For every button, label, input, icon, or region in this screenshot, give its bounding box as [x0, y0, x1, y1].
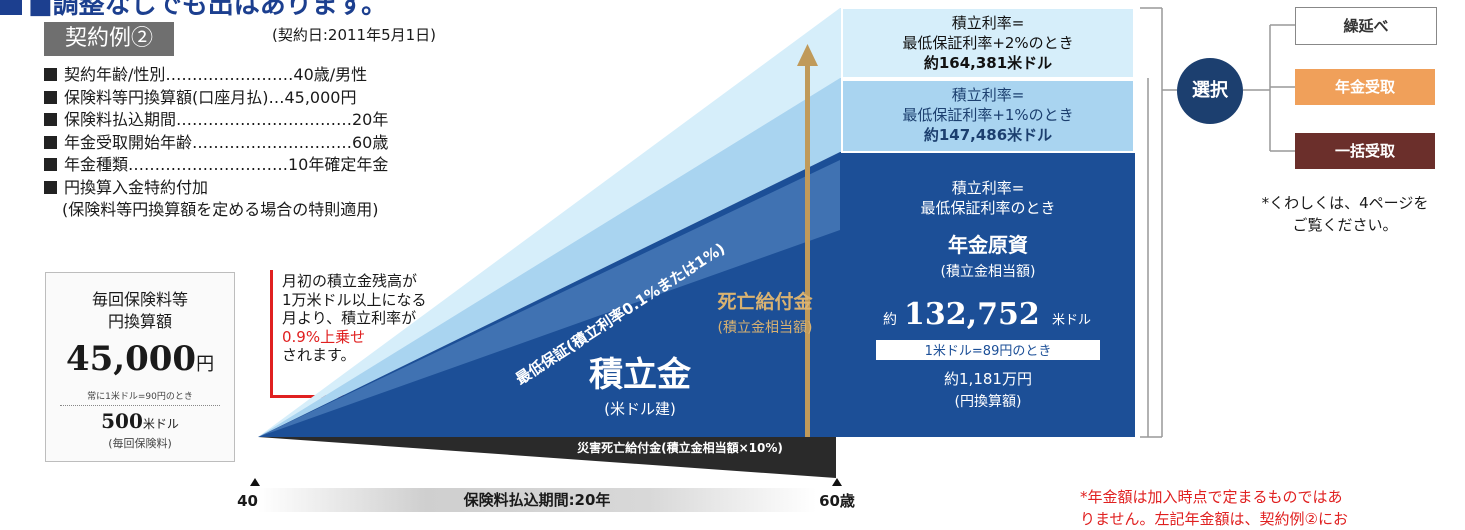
disclaimer-note: *年金額は加入時点で定まるものではあ りません。左記年金額は、契約例②にお — [1080, 488, 1348, 528]
detail-sub: (保険料等円換算額を定める場合の特則適用) — [62, 200, 379, 219]
disaster-benefit-label: 災害死亡給付金(積立金相当額×10%) — [577, 440, 783, 455]
detail-row: 保険料等円換算額(口座月払)…45,000円 — [44, 87, 388, 110]
triangle-up-icon — [250, 478, 260, 486]
fund-amount: 132,752 — [904, 297, 1040, 332]
rate-bonus-explanation: 月初の積立金残高が 1万米ドル以上になる 月より、積立利率が 0.9%上乗せ さ… — [282, 272, 427, 364]
option-lump-sum: 一括受取 — [1295, 133, 1435, 169]
square-bullet-icon — [44, 158, 57, 171]
explanation-line-vertical — [270, 270, 273, 398]
fund-label: 年金原資 — [948, 233, 1028, 257]
option-defer: 繰延べ — [1295, 7, 1437, 45]
yen-sub-label: (円換算額) — [955, 394, 1022, 410]
square-icon — [0, 0, 22, 15]
square-bullet-icon — [44, 180, 57, 194]
premium-usd-note: (毎回保険料) — [108, 437, 172, 450]
rate-plus-1-band — [258, 78, 1135, 437]
accumulation-sub-label: (米ドル建) — [604, 400, 676, 418]
detail-row: 保険料払込期間……………………………20年 — [44, 109, 388, 132]
mid-box-line1: 積立利率= — [952, 86, 1025, 104]
end-age: 60歳 — [819, 492, 855, 510]
exchange-rate-box — [876, 340, 1100, 360]
premium-box: 毎回保険料等 円換算額 45,000円 常に1米ドル=90円のとき 500米ドル… — [45, 272, 235, 462]
mid-box-line3: 約147,486米ドル — [924, 126, 1052, 144]
contract-details: 契約年齢/性別……………………40歳/男性 保険料等円換算額(口座月払)…45,… — [44, 64, 388, 222]
premium-amount: 45,000円 — [65, 339, 215, 379]
detail-row: 年金受取開始年齢…………………………60歳 — [44, 132, 388, 155]
square-bullet-icon — [44, 113, 57, 126]
payment-period-bar: 保険料払込期間:20年 — [258, 488, 816, 512]
death-benefit-label: 死亡給付金 — [717, 290, 813, 313]
premium-usd: 500米ドル — [101, 409, 179, 433]
selection-circle: 選択 — [1177, 58, 1243, 124]
square-bullet-icon — [44, 135, 57, 149]
page-heading-text: ■調整なしでも出はあります。 — [28, 0, 388, 20]
see-more-note: *くわしくは、4ページを ご覧ください。 — [1261, 194, 1429, 234]
page-heading: ■調整なしでも出はあります。 — [0, 0, 387, 21]
base-box-line2: 最低保証利率のとき — [920, 199, 1055, 217]
detail-row: 円換算入金特約付加 — [44, 177, 388, 200]
fund-amount-unit: 米ドル — [1052, 313, 1091, 328]
fund-sub-label: (積立金相当額) — [941, 264, 1036, 280]
minimum-guarantee-band — [258, 160, 840, 437]
option-annuity: 年金受取 — [1295, 69, 1435, 105]
contract-example-badge: 契約例② — [44, 22, 174, 56]
detail-row: 年金種類…………………………10年確定年金 — [44, 154, 388, 177]
fund-approx: 約 — [883, 312, 897, 328]
square-bullet-icon — [44, 90, 57, 104]
accumulation-diagram: 最低保証(積立利率0.1%または1%) 積立金 (米ドル建) 死亡給付金 (積立… — [258, 7, 1295, 478]
top-box — [841, 7, 1135, 79]
death-benefit-arrow-shaft — [805, 64, 810, 437]
mid-box-line2: 最低保証利率+1%のとき — [902, 106, 1073, 124]
death-benefit-sub-label: (積立金相当額) — [718, 320, 813, 336]
premium-rate-note: 常に1米ドル=90円のとき — [60, 389, 220, 406]
disaster-benefit-wedge — [258, 437, 836, 478]
mid-box — [841, 79, 1135, 153]
rate-plus-2-band — [258, 8, 1135, 437]
detail-row: 契約年齢/性別……………………40歳/男性 — [44, 64, 388, 87]
base-box-line1: 積立利率= — [952, 179, 1025, 197]
top-box-line1: 積立利率= — [952, 14, 1025, 32]
triangle-up-icon — [832, 478, 842, 486]
square-bullet-icon — [44, 68, 57, 81]
top-box-line2: 最低保証利率+2%のとき — [902, 34, 1073, 52]
base-rate-area — [258, 152, 1135, 437]
premium-label: 毎回保険料等 円換算額 — [91, 290, 188, 331]
exchange-rate-note: 1米ドル=89円のとき — [925, 344, 1052, 359]
contract-date: (契約日:2011年5月1日) — [272, 26, 437, 44]
arrow-up-icon — [797, 44, 818, 66]
yen-amount: 約1,181万円 — [944, 370, 1032, 388]
top-box-line3: 約164,381米ドル — [924, 54, 1052, 72]
accumulation-label: 積立金 — [589, 355, 692, 395]
